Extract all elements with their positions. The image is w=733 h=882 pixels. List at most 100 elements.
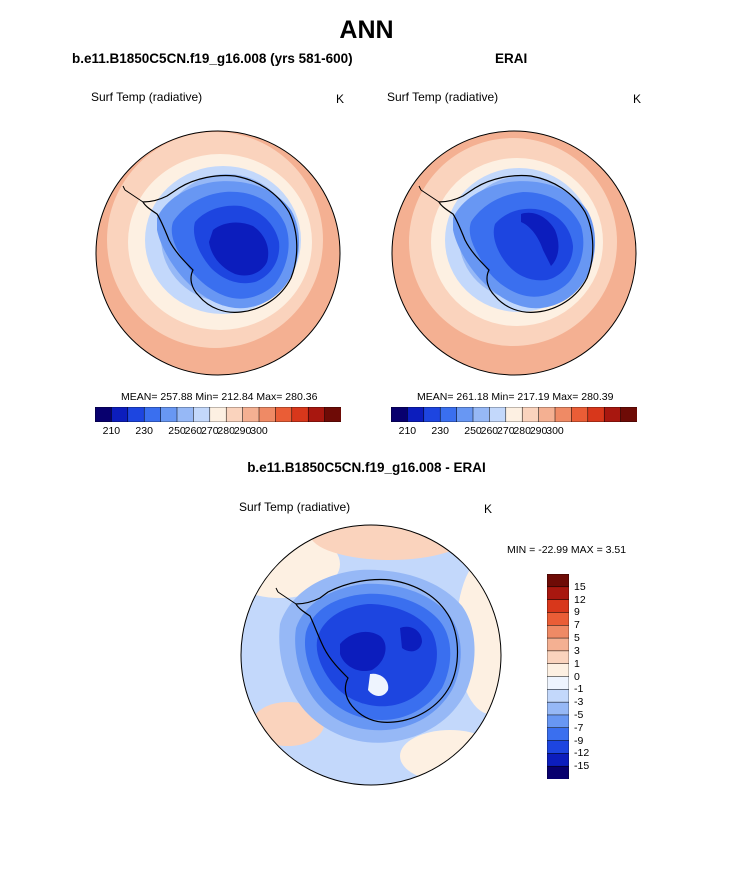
colorbar-tick-label: -15: [574, 760, 590, 773]
colorbar-swatch: [307, 407, 326, 422]
colorbar-swatch: [538, 407, 556, 422]
colorbar-swatch: [391, 407, 408, 422]
colorbar-swatch: [324, 407, 341, 422]
colorbar-tick-label: 210: [398, 425, 417, 437]
diff-variable-label: Surf Temp (radiative): [239, 500, 351, 514]
colorbar-swatch: [547, 740, 569, 754]
colorbar-tick-label: 7: [574, 619, 580, 632]
colorbar-swatch: [505, 407, 523, 422]
colorbar-tick-label: 270: [497, 425, 515, 437]
colorbar-tick-label: -12: [574, 747, 590, 760]
colorbar-tick-label: 290: [233, 425, 252, 437]
obs-map-border: [391, 130, 637, 376]
colorbar-swatch: [143, 407, 162, 422]
colorbar-tick-label: 280: [513, 425, 531, 437]
diff-peninsula: [275, 587, 297, 605]
colorbar-swatch: [209, 407, 227, 422]
diff-field-warm-e: [456, 554, 501, 714]
diff-colorbar: [547, 574, 569, 779]
model-peninsula: [122, 185, 144, 203]
colorbar-swatch: [176, 407, 194, 422]
colorbar-swatch: [423, 407, 441, 422]
colorbar-swatch: [547, 650, 569, 665]
colorbar-swatch: [547, 689, 569, 703]
colorbar-swatch: [489, 407, 507, 422]
colorbar-swatch: [95, 407, 112, 422]
obs-coastline: [438, 174, 594, 313]
colorbar-tick-label: -5: [574, 708, 584, 721]
colorbar-swatch: [407, 407, 425, 422]
model-colorbar: [95, 407, 341, 422]
obs-colorbar-ticks: 210 230 250 260 270 280 290 300: [391, 425, 637, 439]
colorbar-tick-label: -7: [574, 721, 584, 734]
colorbar-swatch: [547, 753, 569, 767]
colorbar-tick-label: 12: [574, 593, 586, 606]
model-map-border: [95, 130, 341, 376]
colorbar-swatch: [472, 407, 490, 422]
colorbar-swatch: [439, 407, 458, 422]
colorbar-swatch: [456, 407, 474, 422]
model-colorbar-ticks: 210 230 250 260 270 280 290 300: [95, 425, 341, 439]
colorbar-tick-label: -9: [574, 734, 584, 747]
model-variable-label: Surf Temp (radiative): [91, 90, 203, 104]
obs-units-label: K: [633, 92, 642, 106]
colorbar-swatch: [547, 765, 569, 779]
colorbar-swatch: [547, 701, 569, 716]
colorbar-tick-label: 1: [574, 657, 580, 670]
diff-polar-map: [240, 524, 502, 786]
colorbar-tick-label: 270: [201, 425, 219, 437]
diff-stats: MIN = -22.99 MAX = 3.51: [507, 544, 627, 556]
model-field-220: [209, 222, 269, 276]
diff-field-warm-sw: [252, 702, 324, 746]
colorbar-swatch: [127, 407, 145, 422]
colorbar-tick-label: 230: [135, 425, 153, 437]
obs-field-220: [521, 212, 559, 266]
colorbar-swatch: [258, 407, 276, 422]
colorbar-swatch: [547, 727, 569, 742]
colorbar-swatch: [603, 407, 622, 422]
colorbar-tick-label: 290: [529, 425, 548, 437]
colorbar-swatch: [547, 663, 569, 678]
colorbar-tick-label: 3: [574, 644, 580, 657]
colorbar-swatch: [547, 599, 569, 613]
colorbar-swatch: [291, 407, 309, 422]
colorbar-swatch: [547, 625, 569, 639]
model-polar-map: [95, 130, 341, 376]
colorbar-swatch: [225, 407, 244, 422]
diff-colorbar-ticks: 15 12 9 7 5 3 1 0 -1 -3 -5 -7 -9 -12 -15: [572, 574, 602, 779]
diff-field-near0: [368, 673, 389, 696]
page-title: ANN: [339, 16, 394, 44]
colorbar-tick-label: 9: [574, 606, 580, 619]
obs-peninsula: [418, 185, 440, 203]
colorbar-swatch: [587, 407, 605, 422]
colorbar-swatch: [547, 612, 569, 626]
colorbar-tick-label: 5: [574, 632, 580, 645]
colorbar-tick-label: 0: [574, 670, 580, 683]
colorbar-tick-label: 260: [480, 425, 499, 437]
colorbar-tick-label: 300: [250, 425, 268, 437]
colorbar-tick-label: 260: [184, 425, 203, 437]
diff-map-border: [240, 524, 502, 786]
diff-field-warm-n: [310, 525, 470, 560]
colorbar-tick-label: 280: [217, 425, 235, 437]
colorbar-tick-label: 250: [168, 425, 186, 437]
colorbar-swatch: [547, 637, 569, 652]
diff-panel-title: b.e11.B1850C5CN.f19_g16.008 - ERAI: [247, 460, 486, 475]
colorbar-swatch: [620, 407, 637, 422]
obs-variable-label: Surf Temp (radiative): [387, 90, 499, 104]
obs-colorbar: [391, 407, 637, 422]
colorbar-swatch: [242, 407, 260, 422]
colorbar-tick-label: 15: [574, 580, 586, 593]
colorbar-swatch: [547, 676, 569, 690]
model-coastline: [142, 174, 298, 313]
colorbar-swatch: [554, 407, 572, 422]
diff-field-m12b: [400, 626, 422, 652]
model-units-label: K: [336, 92, 345, 106]
colorbar-swatch: [571, 407, 589, 422]
obs-stats: MEAN= 261.18 Min= 217.19 Max= 280.39: [417, 391, 614, 403]
colorbar-swatch: [547, 714, 569, 729]
colorbar-tick-label: -1: [574, 683, 584, 696]
obs-polar-map: [391, 130, 637, 376]
colorbar-swatch: [275, 407, 293, 422]
colorbar-tick-label: 250: [464, 425, 482, 437]
